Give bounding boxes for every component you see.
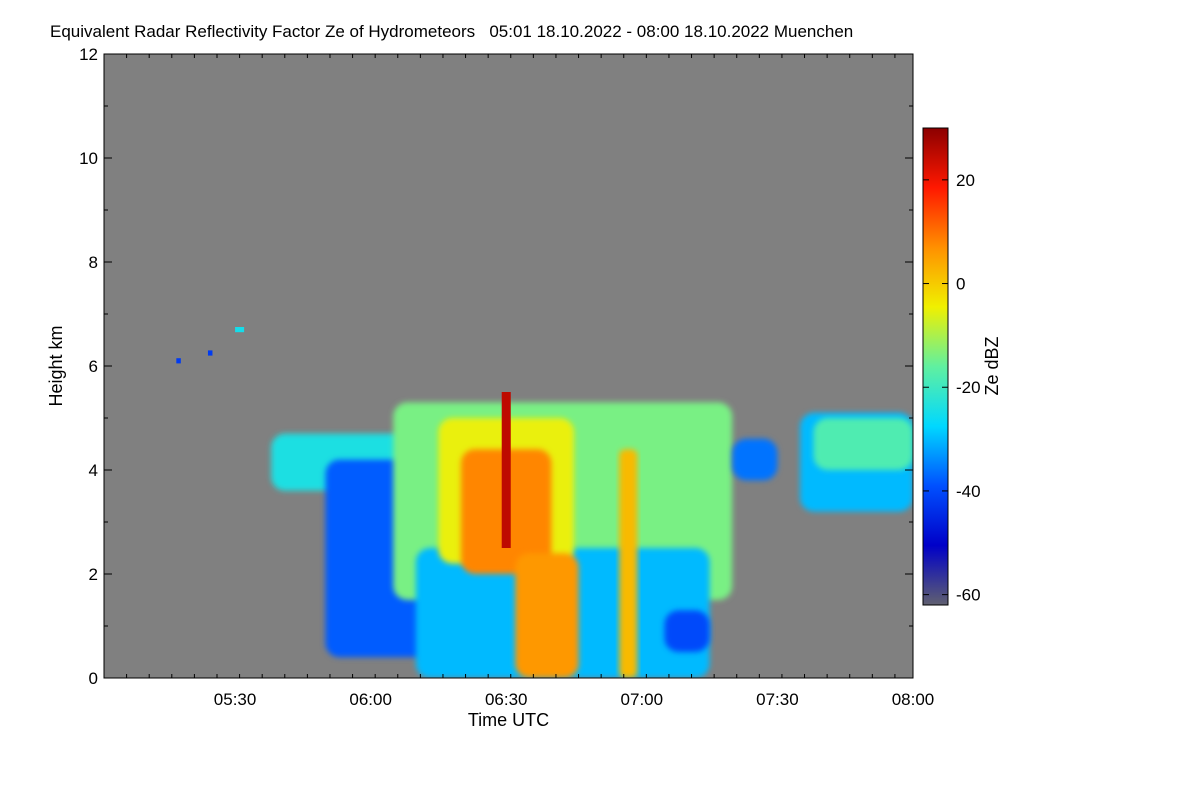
echo-region-12 xyxy=(664,610,710,652)
echo-region-1 xyxy=(207,350,213,356)
y-tick-label: 12 xyxy=(79,45,98,64)
x-tick-label: 06:30 xyxy=(485,690,528,709)
colorbar: -60 -40 -20 0 20 Ze dBZ xyxy=(922,127,1002,606)
y-tick-label: 4 xyxy=(89,461,98,480)
y-tick-label: 0 xyxy=(89,669,98,688)
colorbar-label: Ze dBZ xyxy=(982,336,1002,395)
echo-region-11 xyxy=(619,449,638,678)
y-tick-label: 10 xyxy=(79,149,98,168)
echo-region-10 xyxy=(515,553,579,678)
y-tick-label: 2 xyxy=(89,565,98,584)
colorbar-ticks: -60 -40 -20 0 20 xyxy=(923,171,981,605)
colorbar-tick-label: -40 xyxy=(956,482,981,501)
echo-layer xyxy=(176,327,913,678)
x-tick-label: 07:00 xyxy=(621,690,664,709)
colorbar-tick-label: -60 xyxy=(956,586,981,605)
x-tick-label: 06:00 xyxy=(349,690,392,709)
colorbar-tick-label: 20 xyxy=(956,171,975,190)
y-tick-label: 8 xyxy=(89,253,98,272)
echo-region-9 xyxy=(501,392,511,548)
x-tick-label: 08:00 xyxy=(892,690,935,709)
x-tick-label: 05:30 xyxy=(214,690,257,709)
chart-title: Equivalent Radar Reflectivity Factor Ze … xyxy=(50,22,854,41)
y-tick-label: 6 xyxy=(89,357,98,376)
colorbar-tick-label: -20 xyxy=(956,378,981,397)
x-axis: 05:30 06:00 06:30 07:00 07:30 08:00 xyxy=(103,54,935,709)
y-axis-label: Height km xyxy=(46,325,66,406)
x-axis-label: Time UTC xyxy=(468,710,549,730)
echo-region-15 xyxy=(813,418,913,470)
y-axis: 0 2 4 6 8 10 12 xyxy=(79,45,913,688)
echo-region-2 xyxy=(235,327,245,333)
x-tick-label: 07:30 xyxy=(756,690,799,709)
echo-region-13 xyxy=(732,438,778,481)
colorbar-tick-label: 0 xyxy=(956,275,965,294)
echo-region-0 xyxy=(176,358,181,364)
colorbar-scale xyxy=(922,127,949,606)
